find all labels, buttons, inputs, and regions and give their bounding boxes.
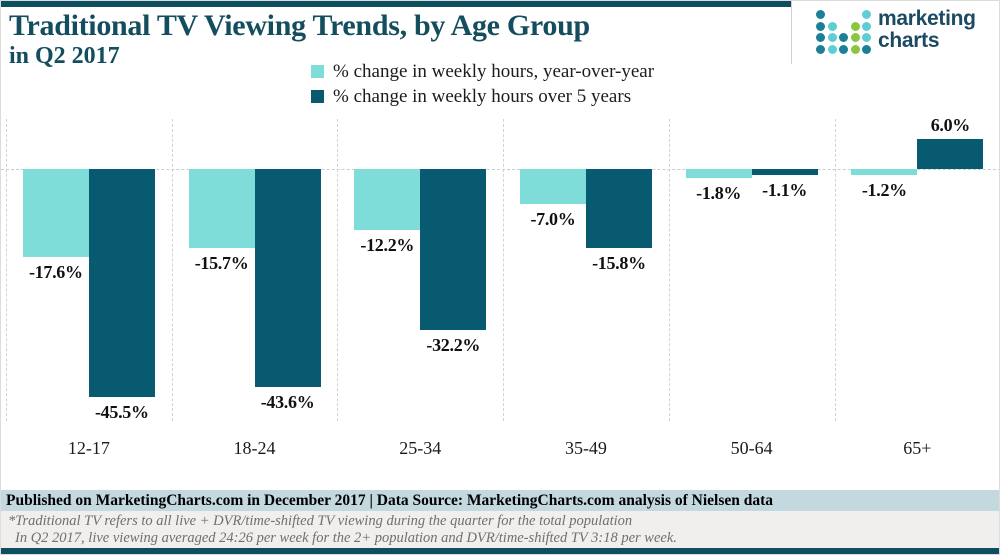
bottom-accent-bar [1, 548, 999, 554]
grid-line-vertical [6, 119, 7, 421]
footnote-band: *Traditional TV refers to all live + DVR… [1, 511, 999, 548]
logo-dot-grid-icon [816, 10, 872, 56]
bar-yoy-12-17 [22, 169, 89, 257]
bar-value-label-yoy-50-64: -1.8% [696, 183, 742, 203]
legend-item-yoy: % change in weekly hours, year-over-year [311, 59, 654, 84]
bar-value-label-5yr-65+: 6.0% [930, 115, 971, 135]
category-label-25-34: 25-34 [399, 438, 442, 458]
category-label-12-17: 12-17 [67, 438, 110, 458]
logo-dot-icon [827, 21, 837, 31]
grid-line-vertical [337, 119, 339, 421]
bar-value-label-5yr-12-17: -45.5% [94, 401, 149, 422]
bar-5yr-35-49 [585, 169, 652, 248]
logo-text-line1: marketing [878, 7, 976, 30]
grid-line-vertical [171, 119, 173, 421]
bar-5yr-12-17 [88, 169, 155, 397]
bar-value-label-yoy-25-34: -12.2% [360, 235, 415, 255]
category-label-65+: 65+ [903, 438, 932, 458]
bar-value-label-yoy-35-49: -7.0% [530, 209, 576, 229]
logo-text-line2: charts [878, 29, 940, 52]
bar-yoy-25-34 [354, 169, 421, 230]
logo-dot-icon [816, 33, 825, 43]
bar-value-label-5yr-50-64: -1.1% [762, 179, 808, 200]
category-label-18-24: 18-24 [233, 438, 276, 458]
top-accent-bar [1, 1, 999, 7]
logo-text: marketing charts [878, 8, 976, 52]
logo-dot-icon [850, 44, 860, 54]
bar-5yr-25-34 [420, 169, 487, 330]
marketingcharts-logo: marketing charts [791, 1, 999, 64]
logo-dot-icon [827, 33, 837, 43]
bar-5yr-50-64 [751, 169, 818, 175]
grid-line-vertical [668, 119, 670, 421]
bar-value-label-yoy-65+: -1.2% [861, 180, 907, 200]
footnote-line-1: *Traditional TV refers to all live + DVR… [8, 513, 633, 529]
logo-dot-icon [827, 44, 837, 54]
page-subtitle: in Q2 2017 [9, 43, 120, 69]
published-source-bar: Published on MarketingCharts.com in Dece… [1, 490, 999, 511]
logo-dot-icon [839, 33, 849, 43]
bar-value-label-5yr-25-34: -32.2% [426, 335, 481, 355]
logo-dot-icon [816, 44, 825, 54]
bar-value-label-yoy-12-17: -17.6% [28, 262, 83, 282]
logo-dot-icon [862, 33, 872, 43]
bar-value-label-5yr-18-24: -43.6% [260, 392, 315, 412]
legend-label-5yr: % change in weekly hours over 5 years [333, 85, 632, 107]
bar-5yr-18-24 [254, 169, 321, 387]
logo-dot-icon [862, 10, 872, 19]
legend-item-5yr: % change in weekly hours over 5 years [311, 84, 654, 109]
logo-dot-icon [850, 21, 860, 31]
chart-legend: % change in weekly hours, year-over-year… [311, 59, 654, 109]
category-label-35-49: 35-49 [564, 438, 607, 458]
grid-line-vertical [834, 119, 836, 421]
logo-dot-icon [816, 21, 825, 31]
legend-swatch-5yr-icon [311, 90, 324, 103]
page-title: Traditional TV Viewing Trends, by Age Gr… [9, 9, 590, 42]
bar-yoy-18-24 [188, 169, 255, 248]
logo-dot-icon [839, 44, 849, 54]
bar-value-label-5yr-35-49: -15.8% [592, 253, 646, 273]
category-label-50-64: 50-64 [730, 438, 773, 458]
legend-label-yoy: % change in weekly hours, year-over-year [333, 60, 655, 82]
logo-dot-icon [862, 44, 872, 54]
logo-dot-icon [850, 33, 860, 43]
footnote-line-2: In Q2 2017, live viewing averaged 24:26 … [15, 530, 677, 546]
zero-axis-line [1, 169, 999, 170]
bar-yoy-65+ [851, 169, 918, 175]
legend-swatch-yoy-icon [311, 65, 324, 78]
bar-5yr-65+ [917, 139, 984, 169]
logo-dot-icon [816, 10, 825, 19]
bar-value-label-yoy-18-24: -15.7% [194, 252, 249, 273]
grid-line-vertical [503, 119, 505, 421]
bar-yoy-50-64 [685, 169, 752, 178]
logo-dot-icon [862, 21, 872, 31]
bar-yoy-35-49 [519, 169, 586, 204]
